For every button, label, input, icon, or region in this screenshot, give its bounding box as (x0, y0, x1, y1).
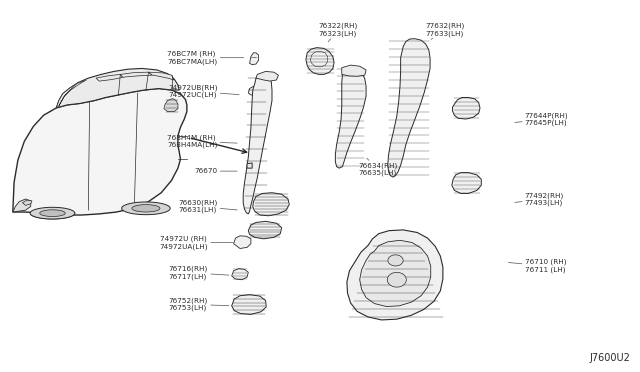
Text: 76710 (RH)
76711 (LH): 76710 (RH) 76711 (LH) (508, 259, 566, 273)
Polygon shape (256, 71, 278, 81)
Polygon shape (22, 200, 32, 205)
Polygon shape (250, 53, 259, 65)
Polygon shape (122, 202, 170, 215)
Text: J7600U2: J7600U2 (589, 353, 630, 363)
Polygon shape (40, 210, 65, 217)
Polygon shape (56, 68, 179, 108)
Polygon shape (120, 72, 152, 77)
Polygon shape (387, 272, 406, 287)
Polygon shape (232, 295, 266, 314)
Polygon shape (30, 207, 75, 219)
Polygon shape (342, 65, 366, 76)
Text: 77492(RH)
77493(LH): 77492(RH) 77493(LH) (515, 192, 564, 206)
Polygon shape (234, 236, 251, 248)
Text: 76752(RH)
76753(LH): 76752(RH) 76753(LH) (169, 297, 229, 311)
Polygon shape (452, 97, 480, 119)
Polygon shape (164, 99, 178, 112)
Polygon shape (306, 48, 334, 74)
Polygon shape (148, 72, 174, 80)
Text: 76670: 76670 (195, 168, 237, 174)
Text: 74972UB(RH)
74972UC(LH): 74972UB(RH) 74972UC(LH) (168, 84, 239, 98)
Polygon shape (243, 73, 272, 214)
Text: 76322(RH)
76323(LH): 76322(RH) 76323(LH) (319, 23, 358, 42)
Polygon shape (452, 173, 481, 193)
Text: 77632(RH)
77633(LH): 77632(RH) 77633(LH) (426, 23, 465, 39)
Text: 76634(RH)
76635(LH): 76634(RH) 76635(LH) (358, 158, 397, 176)
Polygon shape (347, 230, 443, 320)
Polygon shape (13, 89, 187, 215)
Polygon shape (335, 67, 366, 168)
Text: 74972U (RH)
74972UA(LH): 74972U (RH) 74972UA(LH) (159, 235, 233, 250)
Text: 76716(RH)
76717(LH): 76716(RH) 76717(LH) (169, 266, 229, 280)
Polygon shape (388, 39, 430, 177)
Polygon shape (56, 84, 77, 108)
Polygon shape (248, 86, 260, 96)
Text: 76630(RH)
76631(LH): 76630(RH) 76631(LH) (179, 199, 237, 214)
Polygon shape (232, 269, 248, 280)
Polygon shape (96, 74, 123, 81)
Polygon shape (132, 205, 160, 212)
Polygon shape (248, 221, 282, 239)
Text: 768H4M (RH)
768H4MA(LH): 768H4M (RH) 768H4MA(LH) (167, 134, 237, 148)
Polygon shape (388, 255, 403, 266)
Text: 76BC7M (RH)
76BC7MA(LH): 76BC7M (RH) 76BC7MA(LH) (168, 51, 244, 65)
Polygon shape (13, 199, 31, 212)
Polygon shape (247, 163, 252, 168)
Polygon shape (59, 80, 86, 106)
Polygon shape (360, 240, 431, 307)
Text: 77644P(RH)
77645P(LH): 77644P(RH) 77645P(LH) (515, 112, 568, 126)
Polygon shape (253, 193, 289, 216)
